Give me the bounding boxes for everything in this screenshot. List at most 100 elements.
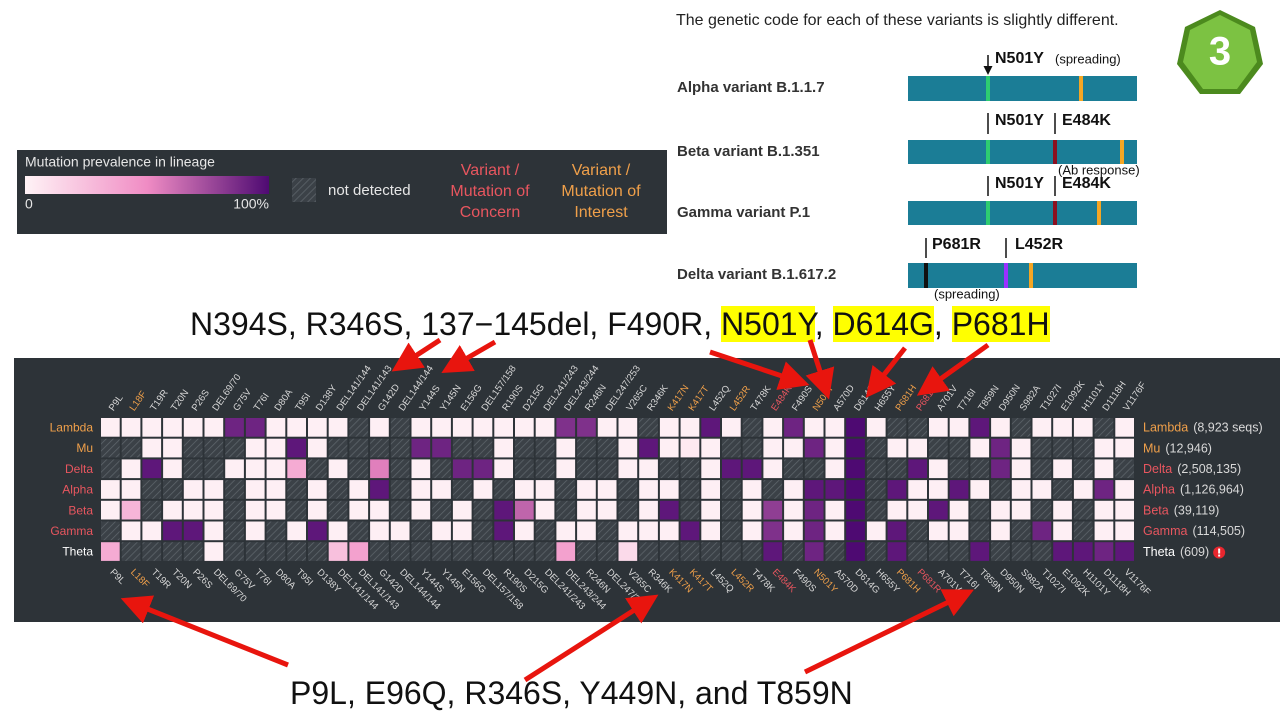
cell <box>949 418 969 437</box>
cell <box>515 480 534 499</box>
cell-not-detected <box>432 500 451 520</box>
intro-text: The genetic code for each of these varia… <box>676 12 1119 29</box>
cell-not-detected <box>163 542 182 561</box>
cell <box>245 418 265 437</box>
cell <box>763 438 783 458</box>
cell <box>101 500 120 520</box>
cell-not-detected <box>101 438 120 458</box>
mutation-stripe <box>986 140 990 164</box>
cell-not-detected <box>949 438 969 458</box>
cell-not-detected <box>349 438 369 458</box>
cell <box>535 480 555 499</box>
variant-gamma: Gamma variant P.1 N501Y E484K <box>677 175 1137 225</box>
cell-not-detected <box>183 542 203 561</box>
cell-not-detected <box>473 542 493 561</box>
cell <box>452 500 472 520</box>
genome-bar <box>908 201 1137 225</box>
cell-not-detected <box>742 438 762 458</box>
annotation: E484K <box>1062 175 1111 192</box>
cell <box>639 438 658 458</box>
cell <box>245 459 265 479</box>
cell <box>701 418 720 437</box>
cell <box>349 542 369 561</box>
cell <box>866 521 886 541</box>
annotation: N501Y <box>995 112 1044 129</box>
legend-max: 100% <box>233 196 269 212</box>
cell-not-detected <box>308 542 327 561</box>
cell-not-detected <box>515 438 534 458</box>
cell <box>597 418 617 437</box>
row-count: (39,119) <box>1174 503 1220 517</box>
cell <box>784 438 803 458</box>
cell-not-detected <box>1073 438 1093 458</box>
bottom-callout: P9L, E96Q, R346S, Y449N, and T859N <box>290 675 853 711</box>
cell-not-detected <box>742 418 762 437</box>
row-count: (1,126,964) <box>1180 483 1244 497</box>
cell-not-detected <box>866 500 886 520</box>
row-label: Theta <box>62 545 93 559</box>
cell-not-detected <box>597 521 617 541</box>
cell <box>390 521 410 541</box>
cell <box>349 480 369 499</box>
callout-text: N394S, R346S, 137−145del, F490R, <box>190 306 722 342</box>
cell <box>618 542 638 561</box>
cell <box>266 418 286 437</box>
cell <box>411 418 431 437</box>
cell <box>308 438 327 458</box>
cell-not-detected <box>535 542 555 561</box>
cell <box>266 438 286 458</box>
cell-not-detected <box>949 459 969 479</box>
cell <box>659 500 679 520</box>
cell-not-detected <box>411 542 431 561</box>
cell <box>970 480 990 499</box>
cell-not-detected <box>287 480 306 499</box>
cell <box>121 480 141 499</box>
cell <box>991 418 1010 437</box>
cell-not-detected <box>452 438 472 458</box>
cell <box>370 521 389 541</box>
cell-not-detected <box>142 542 162 561</box>
row-count: (2,508,135) <box>1177 462 1241 476</box>
cell <box>908 459 927 479</box>
cell-not-detected <box>722 521 741 541</box>
cell-not-detected <box>991 480 1010 499</box>
cell-not-detected <box>1032 542 1052 561</box>
mutation-stripe <box>1097 201 1101 225</box>
cell-not-detected <box>866 438 886 458</box>
cell <box>287 459 306 479</box>
cell <box>701 500 720 520</box>
cell-not-detected <box>949 542 969 561</box>
cell <box>1094 459 1114 479</box>
variant-delta: Delta variant B.1.617.2 P681R L452R (spr… <box>677 236 1137 301</box>
cell-not-detected <box>970 521 990 541</box>
cell-not-detected <box>390 459 410 479</box>
cell <box>204 418 224 437</box>
cell <box>1094 542 1114 561</box>
cell <box>825 521 845 541</box>
cell <box>556 459 576 479</box>
cell <box>577 418 596 437</box>
cell-not-detected <box>370 438 389 458</box>
row-label: Alpha <box>1143 483 1175 497</box>
cell <box>204 480 224 499</box>
cell <box>1094 480 1114 499</box>
cell-not-detected <box>784 459 803 479</box>
cell <box>266 459 286 479</box>
cell <box>866 418 886 437</box>
cell-not-detected <box>680 480 700 499</box>
cell <box>908 500 927 520</box>
cell <box>763 542 783 561</box>
variant-name: Delta variant B.1.617.2 <box>677 266 836 283</box>
cell <box>991 500 1010 520</box>
cell <box>556 418 576 437</box>
cell <box>452 418 472 437</box>
cell-not-detected <box>183 459 203 479</box>
cell <box>535 500 555 520</box>
row-label: Lambda <box>50 421 94 435</box>
highlighted-mutation: N501Y <box>721 306 815 342</box>
legend-not-detected: not detected <box>328 182 411 199</box>
cell <box>846 521 865 541</box>
cell <box>432 438 451 458</box>
badge-number: 3 <box>1209 30 1231 74</box>
cell <box>680 438 700 458</box>
